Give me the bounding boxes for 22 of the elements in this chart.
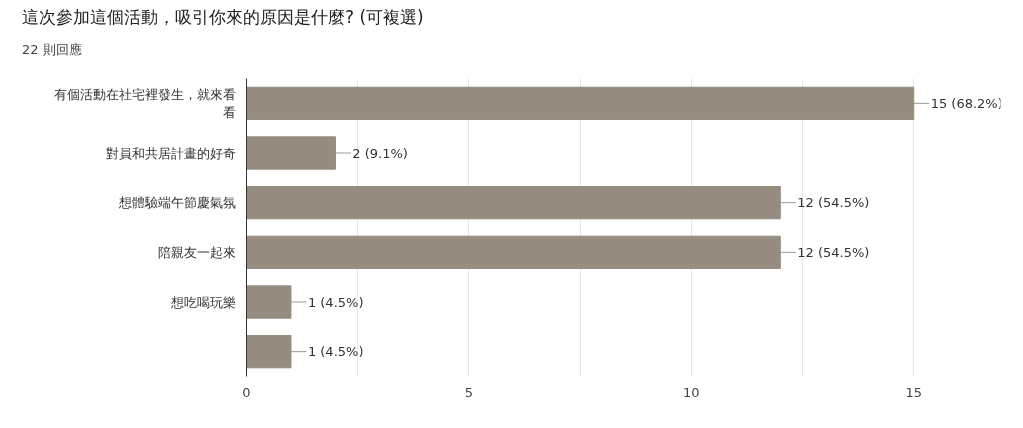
y-tick-label: 對員和共居計畫的好奇 [105, 145, 236, 161]
x-tick-label: 10 [683, 384, 700, 400]
y-tick-label: 想吃喝玩樂 [169, 294, 236, 310]
x-tick-label: 5 [464, 384, 474, 400]
bar [246, 186, 781, 220]
chart-title: 這次參加這個活動，吸引你來的原因是什麼? (可複選) [22, 6, 424, 29]
x-tick-label: 0 [242, 384, 251, 400]
bar [246, 86, 915, 120]
bar [246, 335, 292, 369]
data-label: 12 (54.5%) [797, 195, 870, 211]
bar [246, 235, 781, 269]
y-tick-label: 想體驗端午節慶氣氛 [117, 195, 236, 211]
data-label: 1 (4.5%) [307, 294, 364, 310]
bar [246, 285, 292, 319]
data-label: 12 (54.5%) [797, 244, 870, 260]
text: 22 則回應 [22, 41, 82, 59]
bar [246, 136, 336, 170]
y-tick-label: 陪親友一起來 [157, 244, 236, 260]
y-tick-label: 有個活動在社宅裡發生，就來看看 [53, 86, 236, 120]
x-tick-label: 15 [905, 384, 923, 400]
data-label: 1 (4.5%) [307, 344, 364, 360]
data-label: 2 (9.1%) [352, 145, 408, 161]
